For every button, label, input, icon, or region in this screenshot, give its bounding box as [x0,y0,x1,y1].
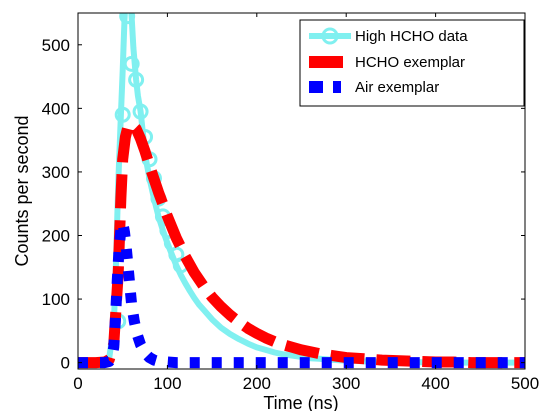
ticks-layer: 0 100 200 300 400 500 0 100 200 300 400 500 [42,13,539,393]
x-axis-label: Time (ns) [263,393,338,411]
y-tick-label: 200 [42,227,70,246]
high-hcho-data-point [128,71,145,88]
x-tick-label: 300 [332,374,360,393]
x-tick-label: 100 [153,374,181,393]
y-tick-label: 500 [42,36,70,55]
high-hcho-data-point [132,103,149,120]
y-tick-label: 300 [42,163,70,182]
y-tick-label: 0 [61,354,70,373]
x-tick-label: 500 [511,374,539,393]
y-tick-label: 400 [42,99,70,118]
legend-label-air-exemplar: Air exemplar [355,79,439,96]
high-hcho-data-point [119,13,136,25]
hcho-exemplar-line [78,118,525,369]
x-tick-label: 400 [421,374,449,393]
legend: High HCHO data HCHO exemplar Air exemplar [299,19,525,107]
legend-label-hcho-exemplar: HCHO exemplar [355,54,465,71]
high-hcho-data-point [123,55,140,72]
high-hcho-data-point [114,106,131,123]
x-tick-label: 200 [243,374,271,393]
legend-label-high-hcho-data: High HCHO data [355,28,468,45]
y-axis-label: Counts per second [12,115,32,266]
series-layer [78,13,525,369]
plot-frame [77,12,526,370]
legend-swatch-marker [321,27,339,45]
air-exemplar-line [78,217,525,369]
y-tick-label: 100 [42,290,70,309]
legend-items: High HCHO data HCHO exemplar Air exemplar [309,27,468,96]
x-tick-label: 0 [73,374,82,393]
